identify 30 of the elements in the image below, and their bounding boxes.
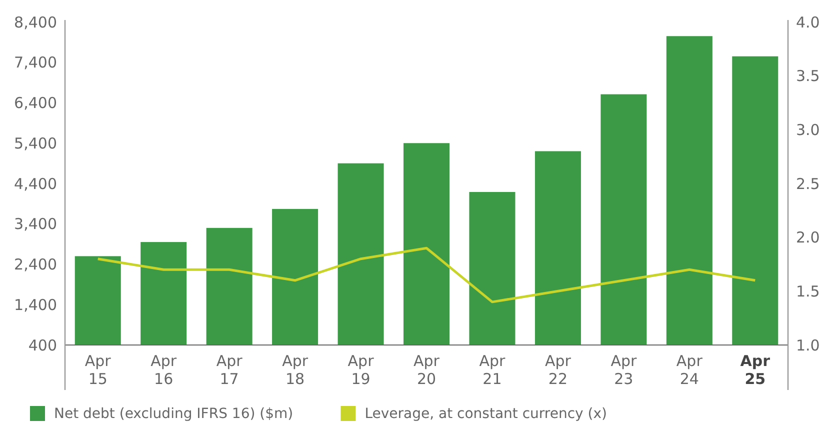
y-tick-label: 7,400 [14, 54, 57, 72]
x-tick-label: Apr 17 [216, 352, 244, 388]
x-tick-label: Apr 25 [740, 352, 771, 388]
y-tick-label: 400 [28, 336, 57, 354]
x-tick-label: Apr 22 [544, 352, 572, 388]
y-tick-label: 1,400 [14, 296, 57, 314]
y2-tick-label: 4.0 [796, 13, 820, 32]
y2-tick-label: 3.5 [796, 67, 820, 86]
y2-tick-label: 1.0 [796, 336, 820, 354]
y-tick-label: 4,400 [14, 174, 57, 193]
y-tick-label: 2,400 [14, 256, 57, 274]
y-tick-label: 6,400 [14, 94, 57, 112]
x-tick-label: Apr 16 [150, 352, 178, 388]
y2-tick-label: 2.0 [796, 228, 820, 247]
legend-label: Net debt (excluding IFRS 16) ($m) [54, 406, 294, 422]
line-series [96, 246, 756, 304]
y-tick-label: 5,400 [14, 134, 57, 152]
x-tick-label: Apr 20 [414, 352, 440, 388]
x-tick-label: Apr 23 [610, 352, 638, 388]
y2-tick-label: 2.5 [796, 174, 820, 193]
x-tick-label: Apr 15 [84, 352, 112, 388]
legend-label: Leverage, at constant currency (x) [364, 406, 607, 422]
x-tick-label: Apr 21 [479, 352, 506, 388]
x-tick-label: Apr 19 [348, 352, 375, 388]
y2-tick-label: 1.5 [796, 282, 820, 300]
x-tick-label: Apr 24 [676, 352, 704, 388]
y-tick-label: 3,400 [14, 215, 57, 234]
x-tick-label: Apr 18 [282, 352, 309, 388]
y2-tick-label: 3.0 [796, 120, 820, 139]
y-tick-label: 8,400 [14, 13, 57, 32]
